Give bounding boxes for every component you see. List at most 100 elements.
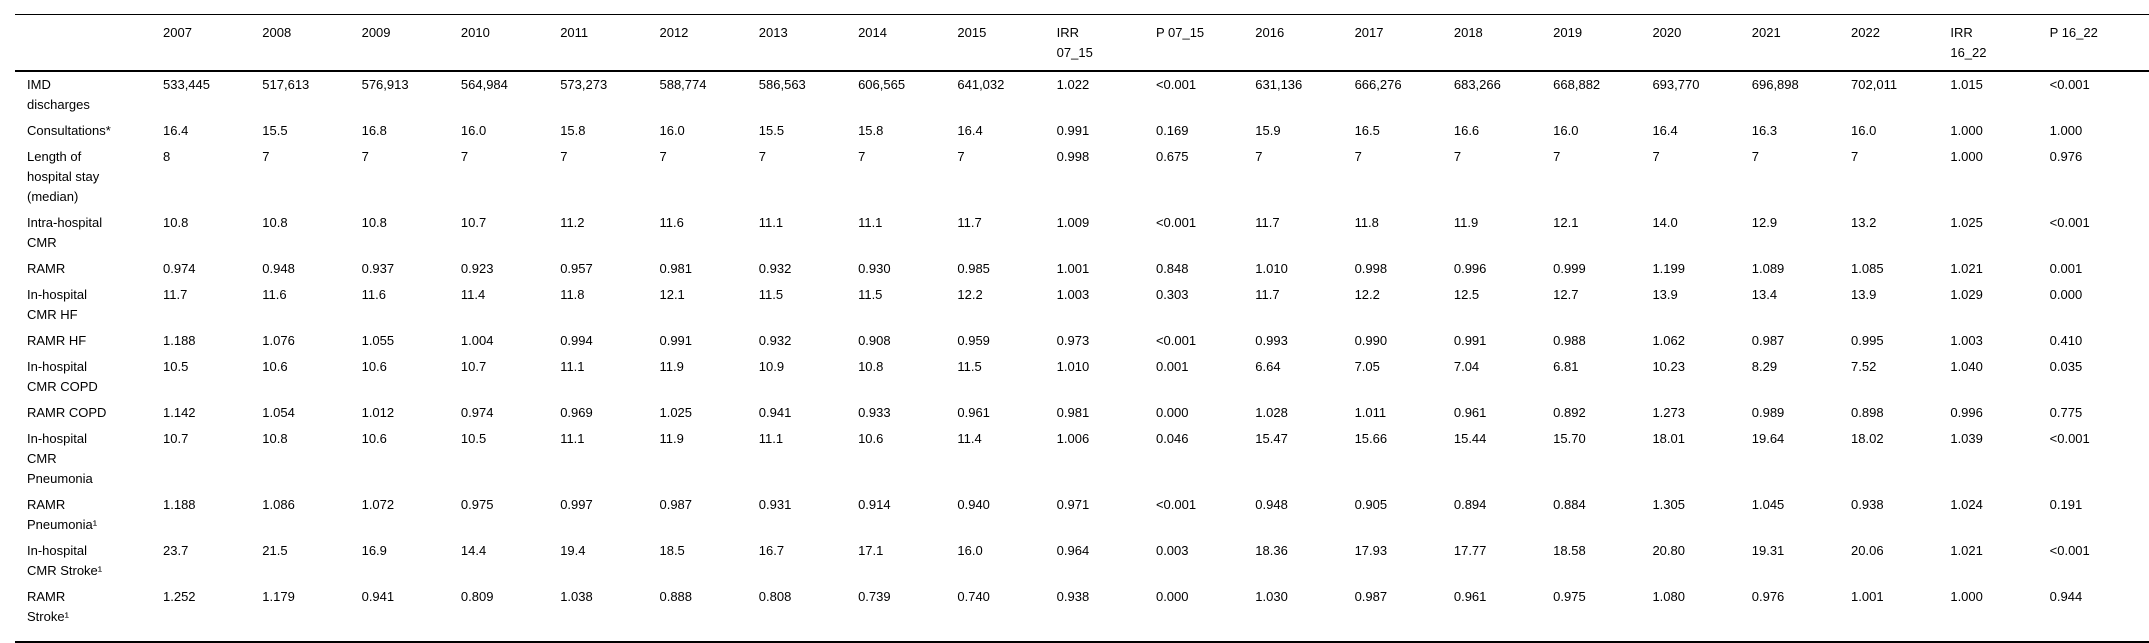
table-cell: 11.5 bbox=[758, 287, 784, 302]
table-cell: 0.985 bbox=[957, 261, 990, 276]
table-cell: 1.012 bbox=[361, 405, 395, 420]
table-cell: 0.809 bbox=[460, 584, 561, 643]
table-cell: 16.0 bbox=[460, 123, 487, 138]
table-cell: 16.4 bbox=[163, 123, 189, 138]
table-cell: 21.5 bbox=[262, 543, 288, 558]
table-cell: 0.001 bbox=[2049, 261, 2083, 276]
table-cell: 0.990 bbox=[1354, 333, 1388, 348]
table-cell: 0.997 bbox=[560, 497, 593, 512]
table-cell: 533,445 bbox=[163, 77, 210, 92]
table-cell: 15.47 bbox=[1255, 431, 1288, 446]
table-cell: 11.1 bbox=[858, 215, 883, 230]
table-cell: 1.054 bbox=[262, 405, 295, 420]
table-cell: 13.4 bbox=[1751, 287, 1778, 302]
table-cell: 12.5 bbox=[1453, 287, 1480, 302]
table-cell: 0.998 bbox=[1056, 149, 1090, 164]
table-cell: 11.4 bbox=[460, 287, 486, 302]
table-cell: 0.973 bbox=[1056, 333, 1090, 348]
table-cell: 7 bbox=[1751, 149, 1759, 164]
table-body: IMD discharges 533,445 517,613 576,913 564,9… bbox=[15, 71, 2149, 643]
table-cell: 1.021 bbox=[1950, 261, 1983, 276]
table-cell: 6.64 bbox=[1255, 359, 1281, 374]
column-header: 2010 bbox=[460, 14, 561, 72]
column-header: IRR 16_22 bbox=[1950, 14, 2050, 72]
row-label: In-hospital CMR Stroke¹ bbox=[27, 543, 103, 578]
table-cell: 7 bbox=[1553, 149, 1561, 164]
table-cell: 1.000 bbox=[1950, 149, 1983, 164]
table-cell: 1.072 bbox=[361, 497, 395, 512]
table-cell: 1.025 bbox=[1950, 215, 1983, 230]
table-cell: 16.5 bbox=[1354, 123, 1380, 138]
table-cell: <0.001 bbox=[1155, 333, 1197, 348]
table-cell: 641,032 bbox=[957, 77, 1005, 92]
column-header: 2021 bbox=[1751, 14, 1852, 72]
table-cell: 1.085 bbox=[1851, 261, 1884, 276]
column-header: 2007 bbox=[163, 14, 263, 72]
table-cell: 11.2 bbox=[560, 215, 585, 230]
table-cell: 1.038 bbox=[560, 584, 660, 643]
table-row: RAMR HF 1.188 1.076 1.055 1.004 0.994 0.991 0.9… bbox=[15, 328, 2149, 354]
table-cell: 1.003 bbox=[1056, 287, 1090, 302]
table-cell: 7 bbox=[957, 149, 965, 164]
table-cell: 0.905 bbox=[1354, 497, 1388, 512]
row-label: RAMR Stroke¹ bbox=[15, 584, 163, 643]
table-cell: 0.991 bbox=[1453, 333, 1487, 348]
table-cell: 19.64 bbox=[1751, 431, 1785, 446]
table-cell: 1.025 bbox=[659, 405, 693, 420]
table-cell: 12.9 bbox=[1751, 215, 1778, 230]
table-cell: 1.029 bbox=[1950, 287, 1983, 302]
table-cell: 0.993 bbox=[1255, 333, 1288, 348]
table-cell: 0.932 bbox=[758, 261, 792, 276]
table-cell: 0.957 bbox=[560, 261, 593, 276]
table-cell: 10.6 bbox=[858, 431, 884, 446]
row-label: RAMR COPD bbox=[27, 405, 107, 420]
table-cell: 1.004 bbox=[460, 333, 494, 348]
table-cell: 7 bbox=[361, 149, 369, 164]
table-row: In-hospital CMR HF 11.7 11.6 11.6 11.4 11.8 12… bbox=[15, 282, 2149, 328]
table-cell: <0.001 bbox=[1155, 215, 1197, 230]
table-cell: 0.976 bbox=[2049, 149, 2083, 164]
table-cell: 1.076 bbox=[262, 333, 295, 348]
table-cell: 0.987 bbox=[659, 497, 693, 512]
table-cell: 16.0 bbox=[957, 543, 983, 558]
table-cell: 666,276 bbox=[1354, 77, 1402, 92]
table-row: Length of hospital stay (median) 8 7 7 7 7 7 7 7… bbox=[15, 144, 2149, 210]
table-cell: 16.6 bbox=[1453, 123, 1480, 138]
table-cell: 10.6 bbox=[361, 359, 387, 374]
table-cell: 11.9 bbox=[1453, 215, 1479, 230]
table-row: Intra-hospital CMR 10.8 10.8 10.8 10.7 11.2 11… bbox=[15, 210, 2149, 256]
table-cell: 0.303 bbox=[1155, 287, 1189, 302]
table-cell: 12.2 bbox=[1354, 287, 1380, 302]
table-cell: 0.739 bbox=[858, 584, 958, 643]
table-cell: 0.987 bbox=[1751, 333, 1785, 348]
table-cell: 16.0 bbox=[1553, 123, 1579, 138]
column-header: 2017 bbox=[1354, 14, 1454, 72]
table-cell: 7 bbox=[262, 149, 270, 164]
table-cell: 1.055 bbox=[361, 333, 395, 348]
table-cell: 15.5 bbox=[262, 123, 288, 138]
table-cell: 1.179 bbox=[262, 584, 362, 643]
table-cell: 0.937 bbox=[361, 261, 395, 276]
table-cell: 0.933 bbox=[858, 405, 891, 420]
column-header: IRR 07_15 bbox=[1056, 14, 1156, 72]
table-cell: 23.7 bbox=[163, 543, 189, 558]
table-cell: 10.7 bbox=[460, 359, 487, 374]
table-cell: 10.8 bbox=[361, 215, 387, 230]
column-header: 2018 bbox=[1453, 14, 1554, 72]
table-cell: 8.29 bbox=[1751, 359, 1778, 374]
column-header: 2019 bbox=[1553, 14, 1653, 72]
table-cell: 16.8 bbox=[361, 123, 387, 138]
table-cell: 15.44 bbox=[1453, 431, 1487, 446]
table-cell: 11.1 bbox=[560, 431, 585, 446]
table-cell: <0.001 bbox=[1155, 497, 1197, 512]
statistics-table: 2007 2008 2009 2010 2011 2012 2013 2014 2015 IRR … bbox=[15, 14, 2149, 643]
table-row: In-hospital CMR Stroke¹ 23.7 21.5 16.9 14.4 1… bbox=[15, 538, 2149, 584]
table-cell: 0.961 bbox=[957, 405, 990, 420]
table-cell: 1.006 bbox=[1056, 431, 1090, 446]
table-cell: 11.5 bbox=[858, 287, 883, 302]
column-header: P 16_22 bbox=[2049, 14, 2149, 72]
row-label: Length of hospital stay (median) bbox=[27, 149, 100, 204]
table-cell: 0.938 bbox=[1056, 584, 1156, 643]
table-cell: 18.02 bbox=[1851, 431, 1884, 446]
table-cell: 0.996 bbox=[1950, 405, 1983, 420]
